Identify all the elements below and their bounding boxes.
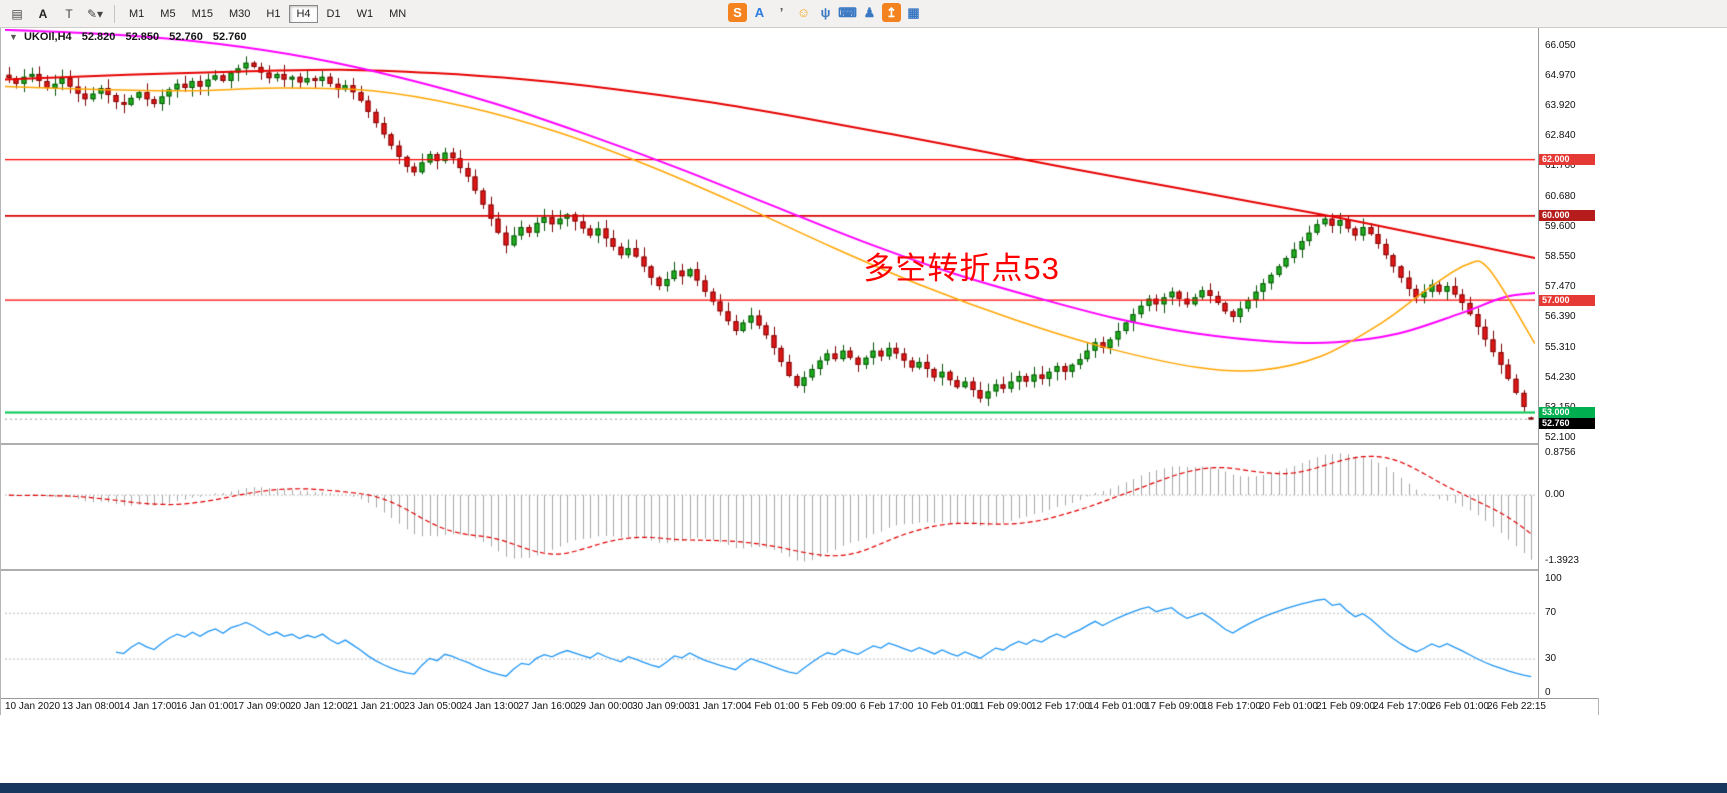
macd-panel-canvas[interactable] [5, 445, 1535, 569]
timeframe-button-h4[interactable]: H4 [289, 4, 318, 23]
price-scale-label: 61.760 [1545, 160, 1576, 172]
chart-window: ▼ UKOIl,H4 52.820 52.850 52.760 52.760 多… [0, 28, 1599, 715]
time-axis-label: 20 Feb 01:00 [1259, 701, 1318, 712]
toolbar-separator [114, 4, 115, 23]
timeframe-button-m5[interactable]: M5 [153, 5, 182, 23]
objects-dropdown-icon[interactable]: ✎▾ [86, 6, 104, 21]
timeframe-button-d1[interactable]: D1 [320, 5, 348, 23]
apostrophe-icon[interactable]: ’ [779, 5, 784, 20]
time-axis-label: 26 Feb 22:15 [1487, 701, 1546, 712]
price-line-tag: 57.000 [1539, 294, 1595, 306]
timeframe-button-w1[interactable]: W1 [350, 5, 381, 23]
microphone-icon[interactable]: ψ [820, 5, 831, 20]
time-axis-label: 30 Jan 09:00 [632, 701, 690, 712]
windows-tile-icon[interactable]: ▤ [11, 6, 23, 21]
panel-resize-handle-macd[interactable] [1, 443, 1598, 445]
price-line-tag: 52.760 [1539, 418, 1595, 429]
time-axis-label: 20 Jan 12:00 [290, 701, 348, 712]
rsi-panel-canvas[interactable] [5, 571, 1535, 698]
time-axis-label: 24 Feb 17:00 [1373, 701, 1432, 712]
price-scale-label: 52.100 [1545, 431, 1576, 443]
chart-symbol-period: UKOIl,H4 [23, 31, 72, 43]
chart-text-annotation[interactable]: 多空转折点53 [863, 250, 1060, 286]
ime-toolbar: S A ’ ☺ ψ ⌨ ♟ ↥ ▦ [728, 3, 923, 22]
time-axis-label: 27 Jan 16:00 [518, 701, 576, 712]
price-scale-label: 60.680 [1545, 190, 1576, 202]
rsi-scale-label: 100 [1545, 573, 1562, 584]
time-axis-label: 5 Feb 09:00 [803, 701, 857, 712]
time-axis-label: 29 Jan 00:00 [575, 701, 633, 712]
time-axis-label: 13 Jan 08:00 [62, 701, 120, 712]
chart-title: ▼ UKOIl,H4 52.820 52.850 52.760 52.760 [9, 31, 247, 43]
time-axis-label: 21 Jan 21:00 [347, 701, 405, 712]
emoji-icon[interactable]: ☺ [796, 5, 811, 20]
price-line-tag: 62.000 [1539, 154, 1595, 166]
time-axis-label: 6 Feb 17:00 [860, 701, 914, 712]
price-scale-label: 66.050 [1545, 39, 1576, 51]
main-chart-canvas[interactable] [5, 29, 1535, 442]
timeframe-button-m15[interactable]: M15 [185, 5, 220, 23]
time-axis-label: 17 Jan 09:00 [233, 701, 291, 712]
price-scale-label: 55.310 [1545, 341, 1576, 353]
chart-open-value: 52.820 [81, 31, 116, 43]
macd-scale-label: 0.8756 [1545, 447, 1576, 459]
timeframe-button-m1[interactable]: M1 [122, 5, 151, 23]
rsi-scale-label: 30 [1545, 653, 1557, 665]
time-axis-label: 21 Feb 09:00 [1316, 701, 1375, 712]
time-axis-label: 16 Jan 01:00 [176, 701, 234, 712]
price-scale-label: 54.230 [1545, 371, 1576, 383]
price-line-tag: 53.000 [1539, 407, 1595, 418]
taskbar-strip [0, 783, 1727, 793]
price-scale[interactable]: 66.050 64.970 63.920 62.840 61.760 60.680 59.6… [1538, 28, 1599, 698]
time-axis-label: 10 Feb 01:00 [917, 701, 976, 712]
price-line-tag: 60.000 [1539, 210, 1595, 222]
price-scale-label: 62.840 [1545, 130, 1576, 142]
macd-scale-label: -1.3923 [1545, 555, 1579, 567]
time-axis-label: 31 Jan 17:00 [689, 701, 747, 712]
type-tool-icon[interactable]: T [65, 6, 73, 21]
skin-icon[interactable]: ↥ [882, 3, 901, 22]
time-axis-label: 12 Feb 17:00 [1031, 701, 1090, 712]
price-scale-label: 63.920 [1545, 99, 1576, 111]
time-axis-label: 24 Jan 13:00 [461, 701, 519, 712]
chart-high-value: 52.850 [125, 31, 160, 43]
time-axis-label: 18 Feb 17:00 [1202, 701, 1261, 712]
time-axis-label: 4 Feb 01:00 [746, 701, 800, 712]
macd-scale-label: 0.00 [1545, 489, 1565, 501]
person-icon[interactable]: ♟ [863, 4, 876, 20]
rsi-scale-label: 70 [1545, 607, 1557, 619]
keyboard-icon[interactable]: ⌨ [838, 4, 857, 20]
price-scale-label: 58.550 [1545, 250, 1576, 262]
time-axis-label: 17 Feb 09:00 [1145, 701, 1204, 712]
grid-icon[interactable]: ▦ [907, 4, 920, 20]
time-axis-label: 14 Feb 01:00 [1088, 701, 1147, 712]
time-axis-label: 11 Feb 09:00 [974, 701, 1033, 712]
panel-resize-handle-rsi[interactable] [1, 569, 1598, 571]
timeframe-button-m30[interactable]: M30 [222, 5, 257, 23]
price-scale-label: 56.390 [1545, 311, 1576, 323]
sogou-logo-icon[interactable]: S [728, 3, 747, 22]
price-scale-label: 59.600 [1545, 221, 1576, 233]
time-axis[interactable]: 10 Jan 2020 13 Jan 08:00 14 Jan 17:00 16 Ja… [1, 698, 1598, 715]
rsi-scale-label: 0 [1545, 687, 1551, 699]
time-axis-label: 23 Jan 05:00 [404, 701, 462, 712]
time-axis-label: 10 Jan 2020 [5, 701, 61, 712]
timeframe-button-mn[interactable]: MN [382, 5, 413, 23]
price-scale-label: 64.970 [1545, 70, 1576, 82]
chart-low-value: 52.760 [169, 31, 203, 43]
timeframe-button-h1[interactable]: H1 [259, 5, 287, 23]
time-axis-label: 14 Jan 17:00 [119, 701, 177, 712]
price-scale-label: 57.470 [1545, 280, 1576, 292]
chart-close-value: 52.760 [212, 31, 247, 43]
time-axis-label: 26 Feb 01:00 [1430, 701, 1489, 712]
input-mode-icon[interactable]: A [754, 5, 765, 20]
chart-dropdown-arrow-icon[interactable]: ▼ [9, 32, 18, 42]
text-tool-icon[interactable]: A [38, 6, 48, 21]
